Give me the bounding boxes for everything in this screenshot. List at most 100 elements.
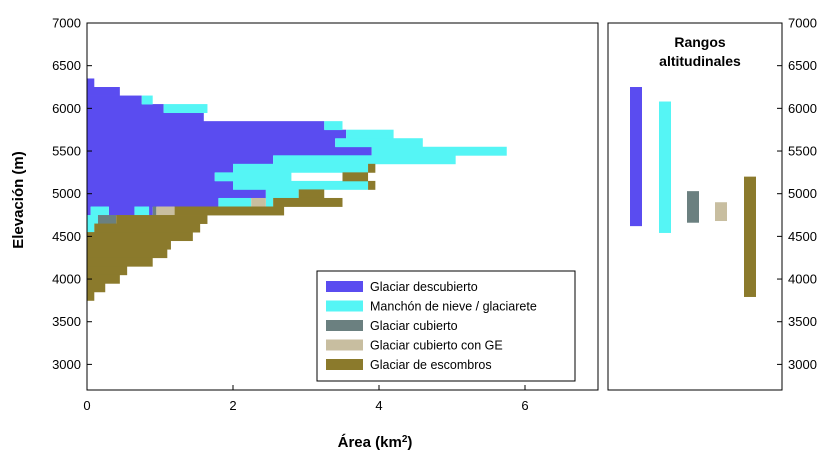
bar-5-11 [87,249,168,259]
bar-2-3 [324,121,343,131]
range-y-tick-label: 3000 [788,357,817,372]
bar-4-1 [251,197,266,207]
main-bars [87,78,507,301]
main-y-axis: 3000 3500 4000 4500 5000 5500 6000 6500 7000 [52,16,92,372]
legend-swatch [326,281,363,292]
bar-5-3 [368,180,376,190]
bar-2-15 [134,206,150,216]
x-tick-label: 4 [375,398,382,413]
bar-5-14 [87,274,120,284]
bar-1-16 [87,206,91,216]
bar-5-5 [273,197,343,207]
bar-2-2 [163,104,208,114]
y-tick-label: 4000 [52,272,81,287]
bar-5-12 [87,257,153,267]
bar-5-16 [87,291,95,301]
bar-1-2 [87,87,120,96]
y-tick-label: 4500 [52,229,81,244]
range-bar-5 [744,176,756,297]
bar-1-15 [87,197,219,207]
legend-swatch [326,300,363,312]
legend-label: Glaciar de escombros [370,358,492,372]
bar-5-4 [298,189,325,199]
bar-1-3 [87,95,142,105]
range-y-tick-label: 6500 [788,58,817,73]
bar-2-4 [346,129,394,139]
range-y-tick-label: 4500 [788,229,817,244]
legend-label: Manchón de nieve / glaciarete [370,300,537,314]
bar-1-13 [87,180,233,190]
bar-5-10 [87,240,171,250]
bar-2-17 [87,223,95,233]
bar-1-14 [87,189,266,199]
bar-1-5 [87,112,204,122]
x-tick-label: 6 [521,398,528,413]
bar-2-8 [233,163,369,173]
bar-2-1 [141,95,153,105]
bar-5-15 [87,283,106,293]
y-tick-label: 6000 [52,101,81,116]
range-y-tick-label: 6000 [788,101,817,116]
range-y-tick-label: 4000 [788,272,817,287]
bar-5-6 [174,206,285,216]
main-plot: 3000 3500 4000 4500 5000 5500 6000 6500 7000 0 2 4… [10,16,599,452]
y-tick-label: 6500 [52,58,81,73]
range-plot: 3000 3500 4000 4500 5000 5500 6000 6500 7000 Ran… [607,16,817,391]
y-tick-label: 5000 [52,186,81,201]
range-bar-4 [715,202,727,222]
legend: Glaciar descubierto Manchón de nieve / gl… [316,270,576,382]
bar-1-12 [87,172,215,182]
bar-1-8 [87,138,336,148]
main-x-axis: 0 2 4 6 [83,385,529,413]
main-plot-frame [86,22,599,391]
bar-2-5 [335,138,423,148]
bar-1-6 [87,121,325,131]
bar-3-1 [152,206,157,216]
bar-5-13 [87,266,128,276]
bar-2-13 [265,197,274,207]
range-plot-frame [607,22,783,391]
bar-1-17 [108,206,135,216]
bar-1-18 [149,206,153,216]
y-tick-label: 3500 [52,314,81,329]
bar-5-1 [368,163,376,173]
range-y-tick-label: 7000 [788,16,817,31]
bar-1-10 [87,155,274,165]
bar-2-14 [90,206,109,216]
x-tick-label: 0 [83,398,90,413]
y-axis-title: Elevación (m) [10,151,27,249]
bar-2-11 [265,189,299,199]
bar-5-9 [87,232,193,242]
range-y-tick-label: 5000 [788,186,817,201]
bar-5-2 [342,172,369,182]
bar-1-11 [87,163,233,173]
y-tick-label: 3000 [52,357,81,372]
range-y-tick-label: 3500 [788,314,817,329]
bar-2-10 [233,180,369,190]
legend-label: Glaciar cubierto con GE [370,339,503,353]
bar-2-7 [273,155,456,165]
range-bar-1 [630,87,642,227]
range-y-tick-label: 5500 [788,144,817,159]
bar-1-9 [87,146,372,156]
bar-2-12 [218,197,252,207]
bar-1-4 [87,104,164,114]
x-axis-title: Área (km2) [338,434,413,452]
range-bar-2 [659,101,671,233]
range-bars [630,87,756,297]
range-title-line-1: Rangos [674,34,726,50]
bar-4-2 [156,206,175,216]
range-bar-3 [687,191,699,223]
bar-1-1 [87,78,95,88]
legend-swatch [326,359,363,370]
bar-2-6 [371,146,507,156]
bar-3-2 [97,215,117,224]
y-tick-label: 7000 [52,16,81,31]
legend-swatch [326,339,363,351]
bar-1-7 [87,129,347,139]
legend-swatch [326,320,363,331]
bar-2-16 [87,215,98,224]
legend-label: Glaciar descubierto [370,280,478,294]
legend-label: Glaciar cubierto [370,319,458,333]
